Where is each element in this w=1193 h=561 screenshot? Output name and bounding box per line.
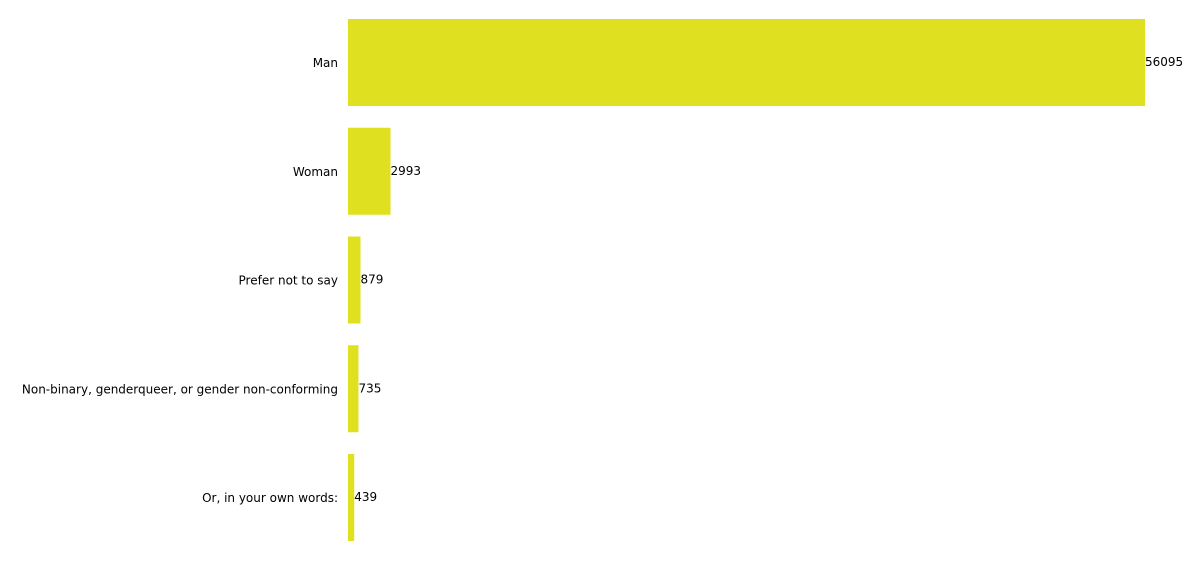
value-label-woman: 2993 — [391, 164, 422, 178]
value-label-non-binary-genderqueer-or-gender-non-conforming: 735 — [358, 381, 381, 395]
category-labels-group: Man Woman Prefer not to say Non-binary, gen… — [22, 56, 338, 505]
bar-man — [348, 19, 1145, 106]
value-labels-group: 56095 2993 879 735 439 — [354, 55, 1183, 504]
category-label-prefer-not-to-say: Prefer not to say — [239, 274, 338, 288]
value-label-or-in-your-own-words: 439 — [354, 490, 377, 504]
bar-prefer-not-to-say — [348, 236, 361, 324]
bar-or-in-your-own-words — [348, 454, 355, 541]
category-label-or-in-your-own-words: Or, in your own words: — [202, 491, 338, 505]
bars-group — [348, 19, 1145, 541]
value-label-man: 56095 — [1145, 55, 1183, 69]
category-label-woman: Woman — [293, 165, 338, 179]
bar-woman — [348, 127, 391, 215]
bar-non-binary-genderqueer-or-gender-non-conforming — [348, 345, 359, 433]
category-label-non-binary-genderqueer-or-gender-non-conforming: Non-binary, genderqueer, or gender non-c… — [22, 382, 338, 396]
value-label-prefer-not-to-say: 879 — [360, 273, 383, 287]
category-label-man: Man — [313, 56, 338, 70]
